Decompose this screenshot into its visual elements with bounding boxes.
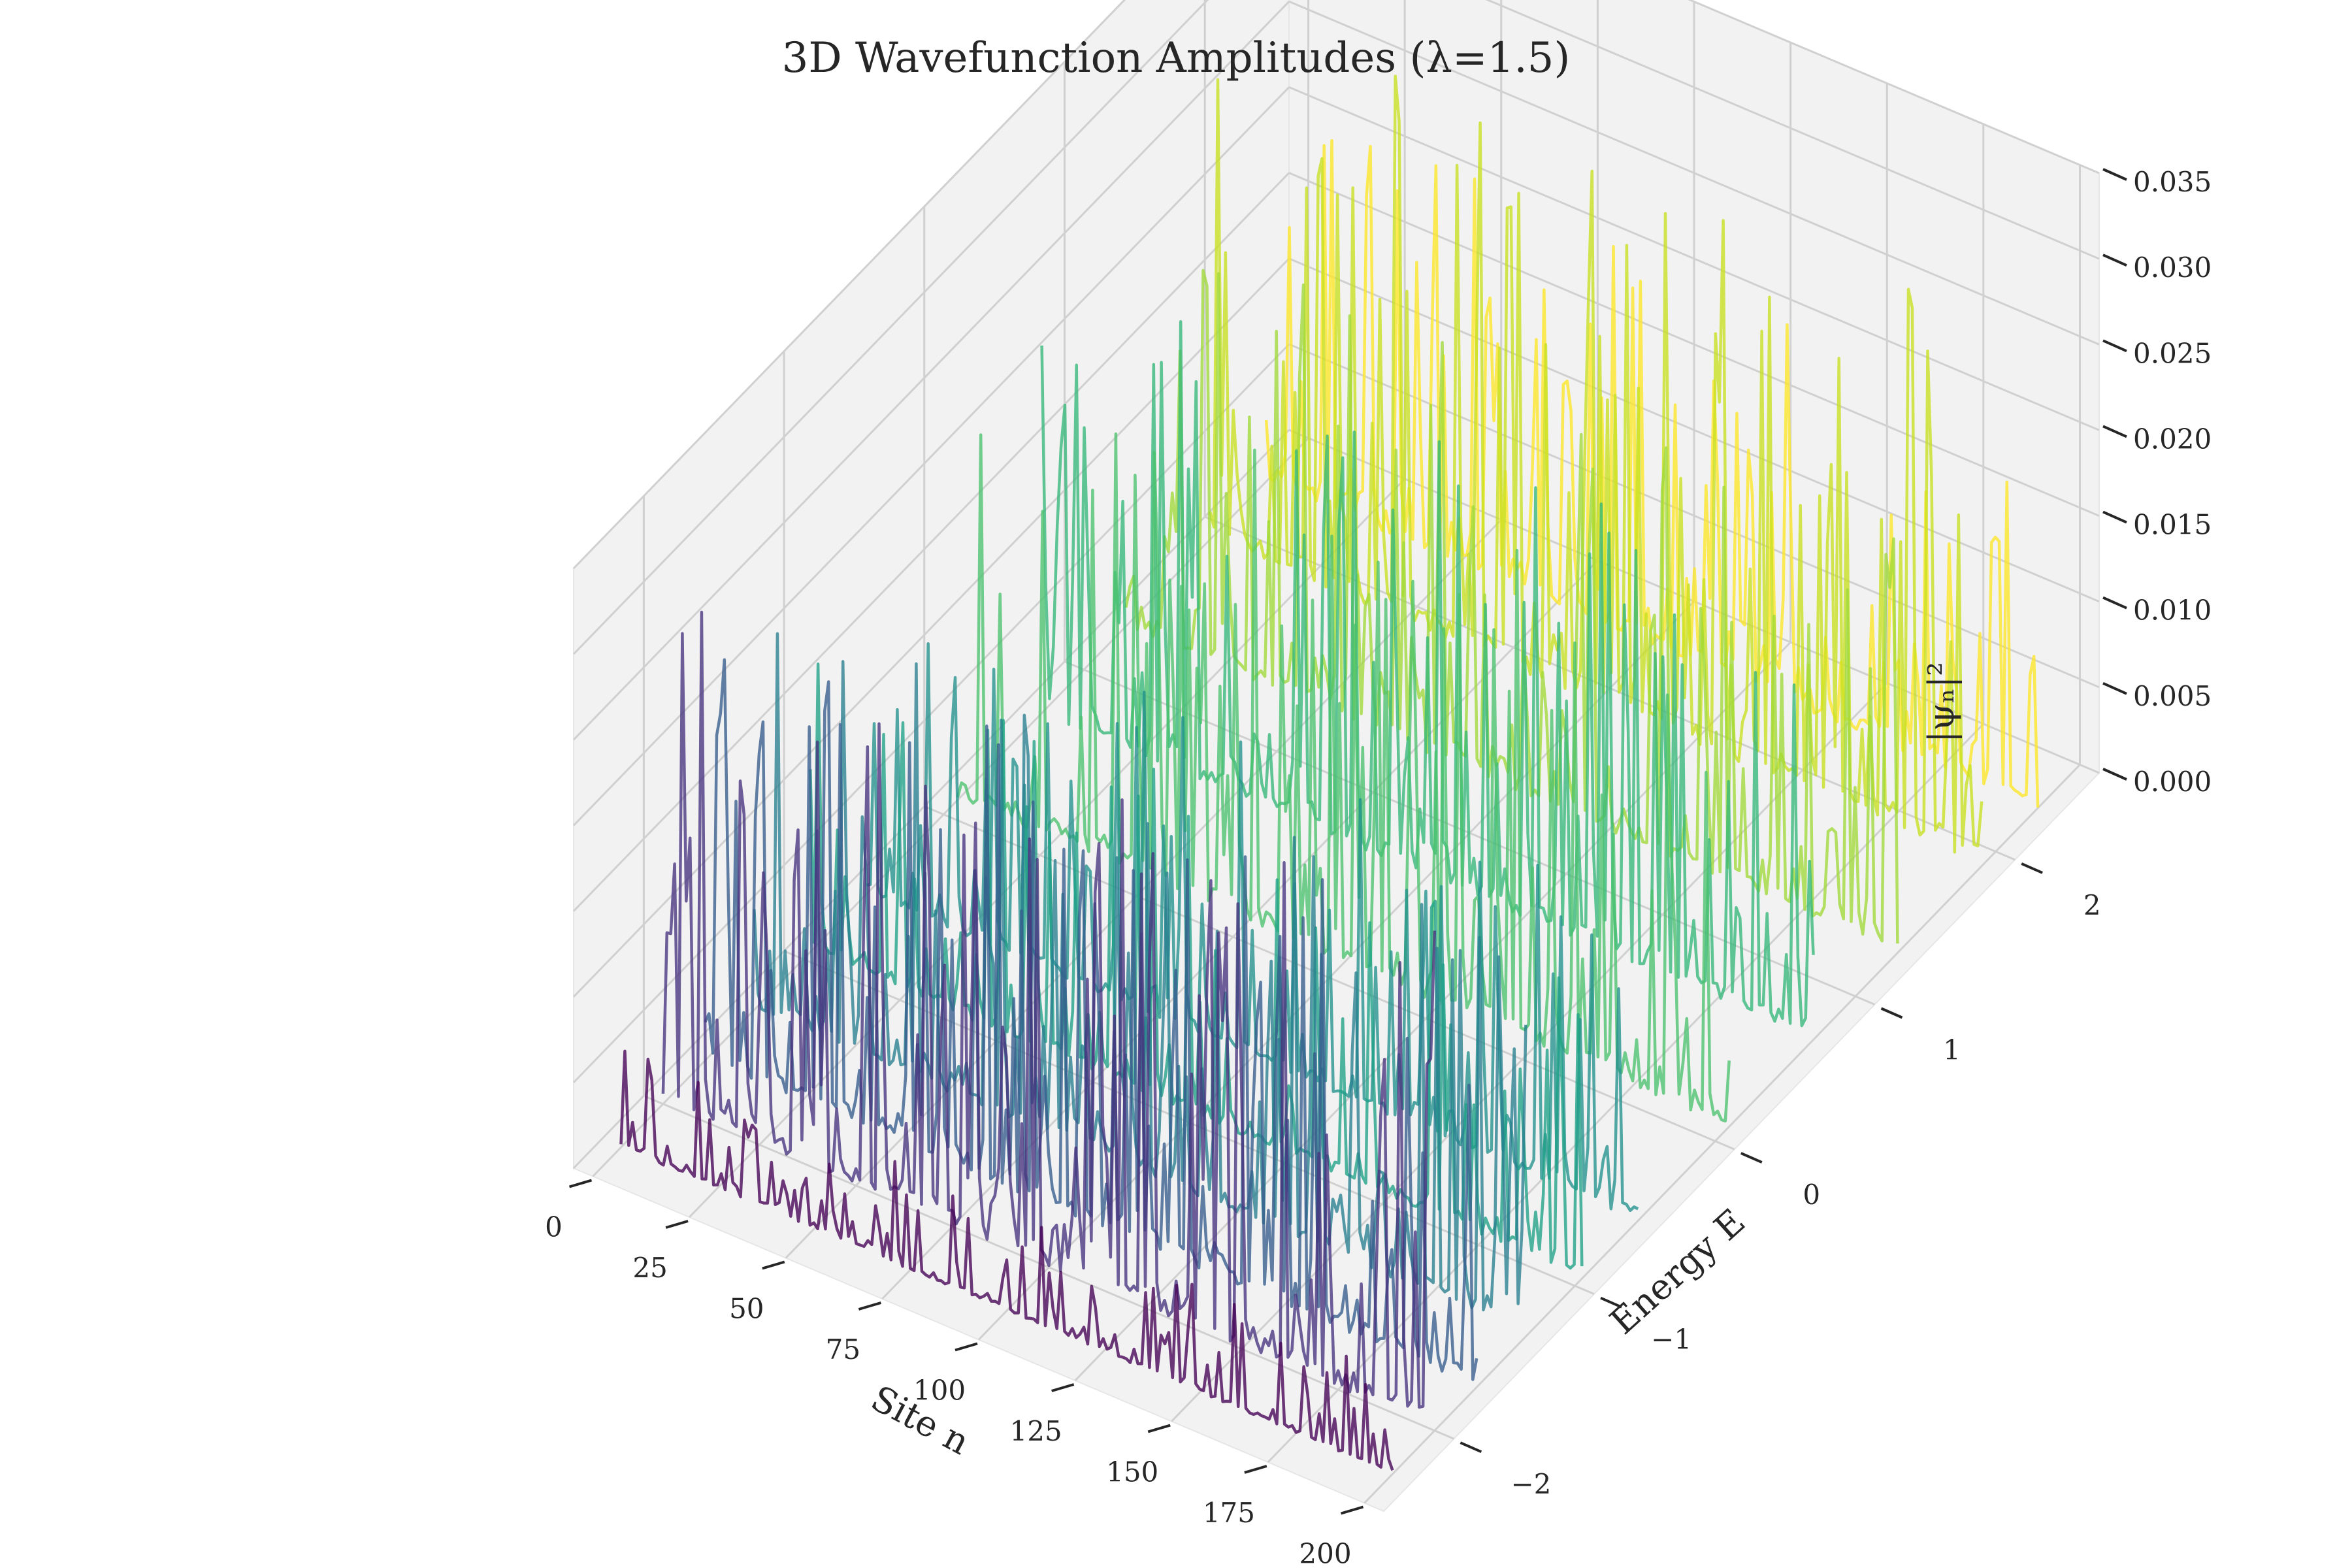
- grid-z-left: [572, 172, 1290, 912]
- x-tick-label: 125: [1010, 1415, 1062, 1447]
- grid-z-back: [1288, 257, 2100, 603]
- series-line: [1040, 320, 1815, 1028]
- grid-z-left: [572, 1, 1290, 741]
- z-tick-label: 0.005: [2133, 680, 2212, 712]
- tick-group: 0 25 50 75 100 125 150 175 200 −2 −1 0 1 2 0.000 0.005 0…: [545, 166, 2212, 1568]
- z-tick-mark: [2102, 339, 2127, 353]
- series-line: [1264, 139, 2040, 808]
- series-line: [619, 1049, 1394, 1471]
- z-tick-mark: [2102, 168, 2127, 181]
- z-tick-mark: [2102, 253, 2127, 267]
- grid-x-floor: [1364, 764, 2081, 1504]
- x-tick-label: 150: [1106, 1456, 1158, 1488]
- y-tick-mark: [1880, 1007, 1903, 1019]
- x-tick-mark: [858, 1301, 881, 1311]
- x-tick-label: 75: [826, 1333, 860, 1365]
- series-line: [661, 610, 1437, 1409]
- y-tick-label: −1: [1651, 1324, 1691, 1356]
- y-tick-mark: [1740, 1152, 1763, 1164]
- y-tick-mark: [1600, 1296, 1622, 1309]
- series-line: [1124, 269, 1899, 944]
- z-tick-mark: [2102, 768, 2127, 781]
- y-tick-label: −2: [1511, 1468, 1551, 1500]
- grid-y-floor: [643, 1094, 1454, 1440]
- grid-z-left: [572, 0, 1209, 655]
- grid-z-back: [1288, 0, 2100, 346]
- x-tick-label: 175: [1203, 1497, 1255, 1529]
- z-axis-label: |ψₙ|²: [1921, 662, 1962, 743]
- x-tick-label: 25: [632, 1252, 667, 1284]
- z-tick-label: 0.015: [2133, 509, 2212, 541]
- z-tick-label: 0.020: [2133, 423, 2212, 455]
- z-tick-label: 0.010: [2133, 595, 2212, 627]
- x-tick-mark: [1051, 1383, 1075, 1392]
- x-tick-label: 0: [545, 1211, 563, 1243]
- grid-z-back: [1485, 0, 2100, 260]
- grid-z-left: [572, 86, 1290, 826]
- z-tick-label: 0.000: [2133, 766, 2212, 798]
- y-tick-mark: [2021, 862, 2043, 874]
- x-tick-label: 100: [913, 1375, 966, 1407]
- y-tick-label: 2: [2083, 889, 2101, 921]
- x-tick-mark: [762, 1260, 785, 1270]
- x-tick-mark: [1340, 1505, 1364, 1515]
- z-tick-label: 0.030: [2133, 252, 2212, 284]
- x-tick-mark: [1147, 1424, 1171, 1433]
- grid-z-left: [572, 257, 1290, 998]
- chart-title: 3D Wavefunction Amplitudes (λ=1.5): [782, 34, 1571, 82]
- grid-z-back: [1288, 86, 2100, 431]
- z-tick-mark: [2102, 682, 2127, 695]
- z-tick-mark: [2102, 510, 2127, 524]
- series-group: [619, 74, 2040, 1471]
- z-tick-label: 0.025: [2133, 337, 2212, 369]
- y-tick-mark: [1460, 1441, 1482, 1454]
- series-line: [956, 432, 1731, 1123]
- grid-z-left: [572, 0, 1126, 570]
- grid-z-back: [1288, 343, 2100, 689]
- z-tick-mark: [2102, 596, 2127, 610]
- x-tick-mark: [955, 1342, 978, 1352]
- x-tick-label: 200: [1299, 1538, 1351, 1568]
- y-tick-label: 0: [1803, 1179, 1820, 1211]
- z-tick-label: 0.035: [2133, 166, 2212, 198]
- series-line: [866, 642, 1639, 1213]
- x-tick-mark: [1244, 1465, 1267, 1474]
- y-tick-label: 1: [1943, 1034, 1961, 1066]
- x-tick-mark: [568, 1179, 593, 1188]
- grid-z-back: [1288, 172, 2100, 517]
- grid-z-back: [1688, 0, 2100, 174]
- x-tick-label: 50: [729, 1293, 764, 1325]
- z-tick-mark: [2102, 425, 2127, 438]
- x-tick-mark: [665, 1220, 689, 1229]
